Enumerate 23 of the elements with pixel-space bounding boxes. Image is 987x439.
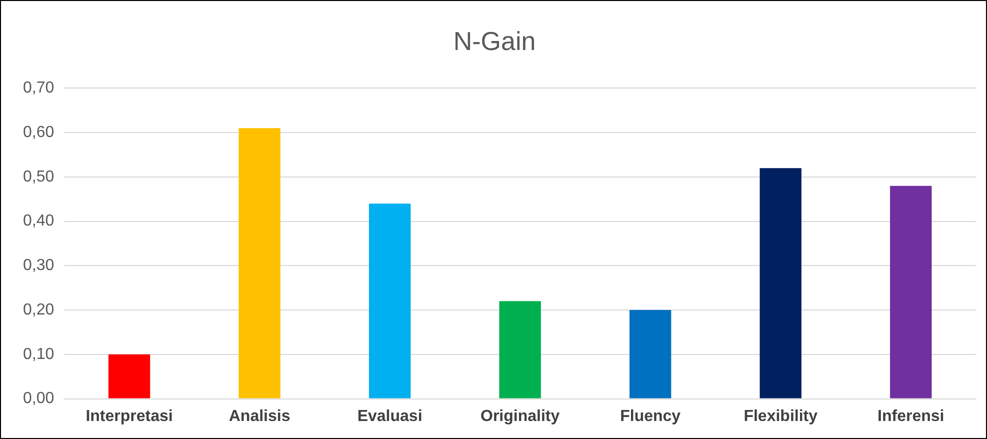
- y-tick-label: 0,60: [23, 124, 54, 141]
- bar: [368, 204, 411, 398]
- y-tick-label: 0,40: [23, 212, 54, 230]
- y-tick-label: 0,10: [23, 346, 54, 363]
- bar: [629, 310, 672, 398]
- y-tick-label: 0,20: [23, 301, 54, 318]
- x-tick-label: Evaluasi: [357, 408, 422, 425]
- bar: [108, 354, 150, 398]
- y-tick-label: 0,50: [23, 168, 54, 186]
- bar: [238, 128, 280, 398]
- bar: [890, 186, 932, 398]
- x-tick-label: Originality: [480, 408, 560, 425]
- x-tick-label: Flexibility: [744, 408, 818, 425]
- y-tick-label: 0,70: [23, 80, 54, 97]
- x-tick-label: Fluency: [620, 408, 681, 425]
- chart-title: N-Gain: [453, 26, 536, 56]
- y-tick-label: 0,30: [23, 257, 54, 274]
- x-tick-label: Interpretasi: [86, 408, 173, 425]
- bar: [760, 168, 802, 398]
- bar: [499, 301, 541, 398]
- y-tick-label: 0,00: [23, 390, 54, 408]
- x-tick-label: Analisis: [228, 408, 290, 425]
- x-tick-label: Inferensi: [878, 408, 944, 425]
